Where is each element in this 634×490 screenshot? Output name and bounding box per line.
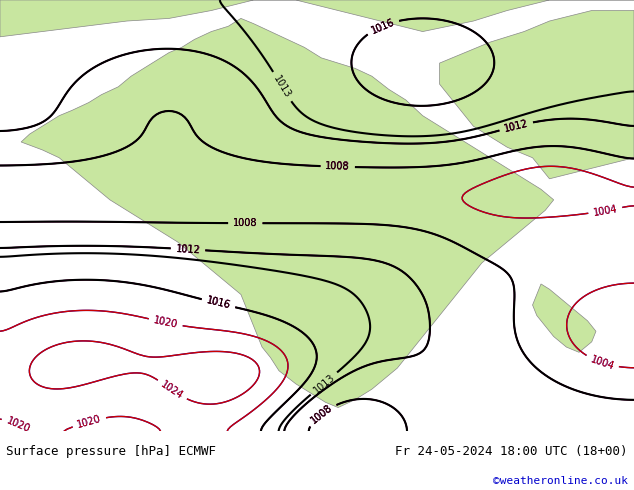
Text: 1012: 1012 — [503, 119, 529, 134]
Text: 1008: 1008 — [325, 161, 350, 172]
Text: 1024: 1024 — [159, 379, 185, 401]
Text: 1008: 1008 — [309, 402, 334, 425]
Text: 1008: 1008 — [309, 402, 334, 425]
Text: 1016: 1016 — [370, 17, 396, 35]
Text: 1020: 1020 — [5, 415, 31, 434]
Polygon shape — [21, 19, 553, 408]
Polygon shape — [533, 284, 596, 352]
Text: 1008: 1008 — [325, 161, 350, 172]
Text: Surface pressure [hPa] ECMWF: Surface pressure [hPa] ECMWF — [6, 445, 216, 458]
Text: ©weatheronline.co.uk: ©weatheronline.co.uk — [493, 476, 628, 486]
Text: 1016: 1016 — [370, 17, 396, 35]
Text: 1008: 1008 — [233, 218, 257, 228]
Text: 1008: 1008 — [309, 402, 334, 425]
Text: 1012: 1012 — [176, 244, 200, 255]
Text: 1012: 1012 — [503, 119, 529, 134]
Text: 1004: 1004 — [589, 354, 616, 371]
Polygon shape — [0, 0, 634, 37]
Text: 1016: 1016 — [370, 17, 396, 35]
Text: 1020: 1020 — [5, 415, 31, 434]
Text: 1008: 1008 — [233, 218, 257, 228]
Text: Fr 24-05-2024 18:00 UTC (18+00): Fr 24-05-2024 18:00 UTC (18+00) — [395, 445, 628, 458]
Text: 1004: 1004 — [589, 354, 616, 371]
Text: 1020: 1020 — [153, 315, 179, 330]
Text: 1012: 1012 — [176, 244, 200, 255]
Text: 1004: 1004 — [592, 204, 618, 218]
Text: 1020: 1020 — [153, 315, 179, 330]
Text: 1016: 1016 — [205, 295, 231, 311]
Text: 1013: 1013 — [271, 74, 293, 100]
Polygon shape — [439, 10, 634, 179]
Text: 1008: 1008 — [233, 218, 257, 228]
Text: 1012: 1012 — [176, 244, 200, 255]
Text: 1020: 1020 — [76, 414, 103, 430]
Text: 1012: 1012 — [503, 119, 529, 134]
Text: 1016: 1016 — [205, 295, 231, 311]
Text: 1004: 1004 — [592, 204, 618, 218]
Text: 1016: 1016 — [205, 295, 231, 311]
Text: 1008: 1008 — [325, 161, 350, 172]
Text: 1024: 1024 — [159, 379, 185, 401]
Text: 1013: 1013 — [311, 372, 337, 395]
Text: 1020: 1020 — [76, 414, 103, 430]
